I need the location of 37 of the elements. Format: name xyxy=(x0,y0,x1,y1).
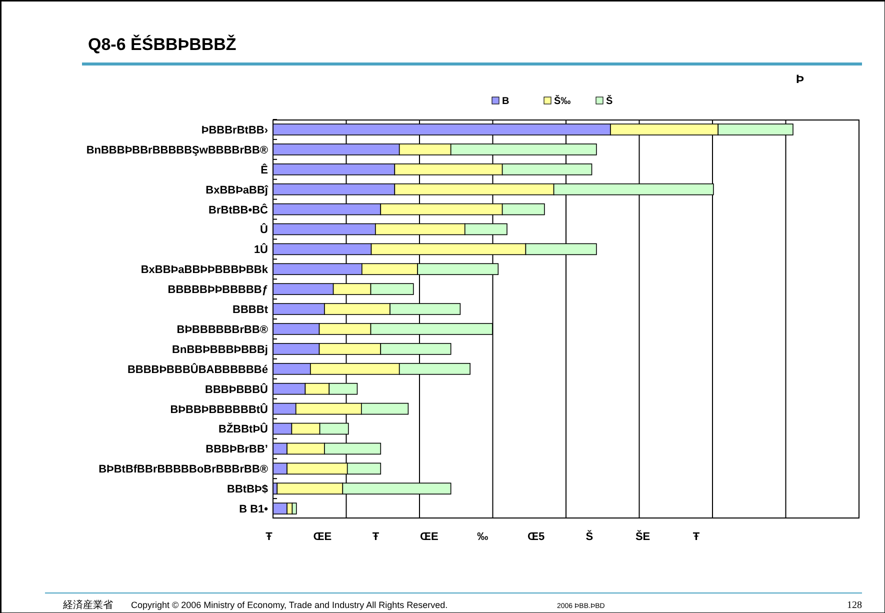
legend-label: Š‰ xyxy=(554,95,571,107)
text: ‰ xyxy=(477,531,488,543)
text: Š xyxy=(586,530,594,543)
y-tick-label: 1Û xyxy=(254,243,268,256)
y-tick-label: BBBÞBrBB’ xyxy=(206,444,268,456)
legend-label: Š xyxy=(606,95,613,107)
y-tick-label: BBBBBÞÞBBBBBƒ xyxy=(168,284,268,296)
text: Ŧ xyxy=(372,531,380,543)
y-tick-label: BnBBBÞBBrBBBBBŞwBBBBrBB® xyxy=(86,144,268,156)
y-tick-label: BÞBBÞBBBBBBtÛ xyxy=(170,402,268,416)
text: 経済産業省 xyxy=(62,599,113,611)
y-tick-label: BrBtBB•BĈ xyxy=(208,203,268,216)
y-tick-label: BnBBÞBBBÞBBBj xyxy=(172,344,268,356)
text: ŠE xyxy=(635,530,650,543)
text: 128 xyxy=(847,600,862,611)
text: Ŧ xyxy=(266,531,273,543)
text: ŒE xyxy=(313,531,332,543)
y-tick-label: BxBBÞaBBÞÞBBBÞBBk xyxy=(140,264,269,276)
y-tick-label: Ê xyxy=(260,163,268,176)
legend-label: B xyxy=(502,96,510,107)
text: ŒE xyxy=(420,531,438,543)
y-tick-label: BBBBt xyxy=(232,304,268,316)
y-tick-label: BÞBBBBBBrBB® xyxy=(176,324,268,336)
y-tick-label: B B1• xyxy=(239,504,268,516)
y-tick-label: ÞBBBrBtBB› xyxy=(201,124,268,136)
y-tick-label: BBBÞBBBÛ xyxy=(205,382,268,396)
text: Œ5 xyxy=(527,531,545,543)
y-tick-label: BBtBÞ$ xyxy=(227,484,268,496)
y-tick-label: BŽBBtÞÛ xyxy=(218,422,268,436)
y-tick-label: BxBBÞaBBĵ xyxy=(206,184,269,196)
chart-title: Q8-6 ĚŚBBÞBBBŽ xyxy=(88,34,236,54)
text: Ŧ xyxy=(692,531,700,543)
text: Copyright © 2006 Ministry of Economy, Trade and Industry All Rights Reserved. xyxy=(131,600,448,610)
y-tick-label: Û xyxy=(260,223,268,236)
text: Þ xyxy=(796,72,804,86)
y-tick-label: BÞBtBfBBrBBBBBoBrBBBrBB® xyxy=(98,464,268,476)
y-tick-label: BBBBÞBBBÛBABBBBBBé xyxy=(127,362,268,376)
